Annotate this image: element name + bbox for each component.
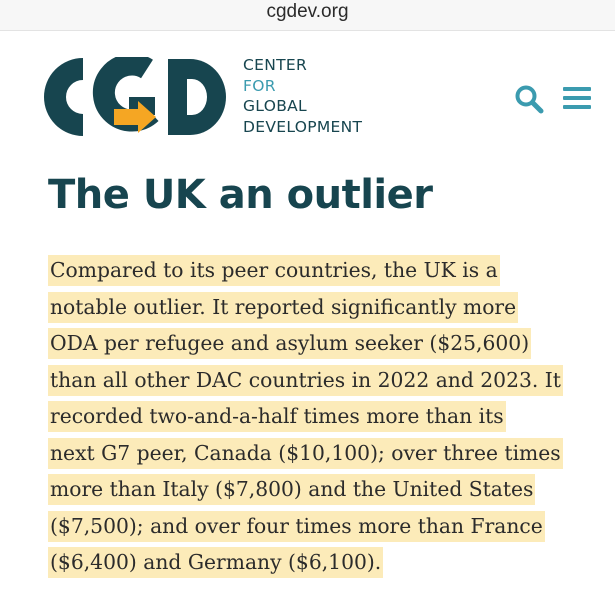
paragraph-line: notable outlier. It reported significant… bbox=[48, 291, 519, 323]
logo-wordmark[interactable]: CENTER FOR GLOBAL DEVELOPMENT bbox=[243, 55, 362, 137]
paragraph-line: ODA per refugee and asylum seeker ($25,6… bbox=[48, 328, 532, 359]
cgd-logo-mark[interactable] bbox=[30, 53, 226, 137]
logo-word-for: FOR bbox=[243, 76, 276, 95]
cgd-logo-icon bbox=[44, 53, 226, 136]
article-paragraph: Compared to its peer countries, the UK i… bbox=[48, 252, 608, 581]
paragraph-line: ($6,400) and Germany ($6,100). bbox=[48, 547, 384, 578]
page-title: The UK an outlier bbox=[48, 172, 433, 218]
site-header: CENTER FOR GLOBAL DEVELOPMENT bbox=[0, 31, 615, 151]
hamburger-menu-icon[interactable] bbox=[563, 86, 591, 110]
search-icon[interactable] bbox=[514, 84, 544, 114]
browser-url-bar[interactable]: cgdev.org bbox=[0, 0, 615, 31]
paragraph-line: Compared to its peer countries, the UK i… bbox=[48, 255, 500, 286]
url-text: cgdev.org bbox=[266, 1, 349, 22]
logo-word-center: CENTER bbox=[243, 56, 308, 74]
logo-word-development: DEVELOPMENT bbox=[243, 117, 363, 136]
paragraph-line: next G7 peer, Canada ($10,100); over thr… bbox=[48, 437, 563, 469]
paragraph-line: recorded two-and-a-half times more than … bbox=[48, 401, 506, 432]
paragraph-line: more than Italy ($7,800) and the United … bbox=[48, 474, 536, 505]
paragraph-line: ($7,500); and over four times more than … bbox=[48, 510, 545, 542]
logo-word-global: GLOBAL bbox=[243, 97, 307, 115]
paragraph-line: than all other DAC countries in 2022 and… bbox=[48, 364, 563, 396]
